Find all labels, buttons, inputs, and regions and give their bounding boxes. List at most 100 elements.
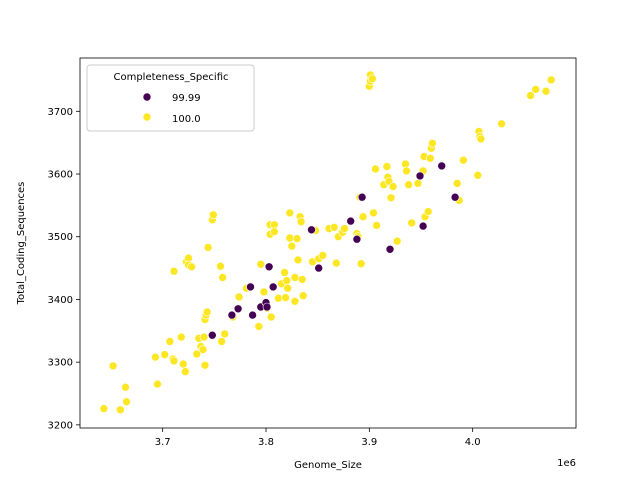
point-100-0 xyxy=(266,312,276,322)
point-100-0 xyxy=(497,119,506,129)
point-99-99 xyxy=(246,282,255,292)
x-offset-label: 1e6 xyxy=(557,458,576,469)
point-100-0 xyxy=(388,182,398,191)
point-100-0 xyxy=(198,345,208,354)
y-tick-label: 3200 xyxy=(48,420,73,431)
point-99-99 xyxy=(450,192,460,202)
point-100-0 xyxy=(413,179,423,188)
point-100-0 xyxy=(274,293,283,303)
legend-label-100-0: 100.0 xyxy=(172,114,201,125)
point-100-0 xyxy=(371,164,380,174)
point-99-99 xyxy=(352,234,362,244)
point-99-99 xyxy=(233,304,243,314)
y-tick-label: 3300 xyxy=(48,358,73,369)
point-100-0 xyxy=(293,255,303,265)
point-100-0 xyxy=(372,221,381,230)
point-100-0 xyxy=(331,258,341,268)
point-100-0 xyxy=(404,180,413,189)
point-100-0 xyxy=(259,287,269,297)
point-100-0 xyxy=(296,217,306,226)
point-100-0 xyxy=(122,397,131,407)
point-100-0 xyxy=(192,349,202,359)
legend-label-99-99: 99.99 xyxy=(172,93,201,104)
point-99-99 xyxy=(227,310,237,320)
point-100-0 xyxy=(121,382,130,392)
point-100-0 xyxy=(202,307,212,317)
point-100-0 xyxy=(340,224,349,233)
point-99-99 xyxy=(437,161,447,171)
point-100-0 xyxy=(392,236,402,246)
point-99-99 xyxy=(418,221,428,231)
point-100-0 xyxy=(169,356,179,366)
x-axis-label: Genome_Size xyxy=(294,460,362,471)
point-100-0 xyxy=(151,352,160,362)
point-100-0 xyxy=(368,74,377,83)
y-tick-label: 3500 xyxy=(48,232,73,243)
y-tick-label: 3700 xyxy=(48,107,73,118)
point-100-0 xyxy=(459,155,468,165)
point-100-0 xyxy=(187,262,196,272)
point-100-0 xyxy=(199,332,209,342)
x-tick-label: 3.8 xyxy=(258,437,274,448)
point-100-0 xyxy=(160,350,169,359)
legend-marker-100-0 xyxy=(142,112,152,122)
points-layer xyxy=(99,70,556,415)
point-100-0 xyxy=(254,322,264,331)
point-100-0 xyxy=(169,266,179,276)
point-100-0 xyxy=(280,268,289,277)
point-99-99 xyxy=(314,263,324,273)
point-100-0 xyxy=(256,259,266,269)
point-100-0 xyxy=(292,234,302,243)
point-100-0 xyxy=(329,223,339,232)
point-100-0 xyxy=(153,379,162,389)
point-100-0 xyxy=(200,360,210,370)
point-100-0 xyxy=(116,405,125,415)
point-100-0 xyxy=(290,273,300,282)
y-tick-label: 3600 xyxy=(48,170,73,181)
point-100-0 xyxy=(526,91,535,100)
point-100-0 xyxy=(425,154,435,163)
point-99-99 xyxy=(346,216,356,226)
point-100-0 xyxy=(281,293,290,302)
point-100-0 xyxy=(179,359,188,369)
point-99-99 xyxy=(357,192,367,202)
point-100-0 xyxy=(99,404,109,413)
point-100-0 xyxy=(428,139,437,148)
y-tick-label: 3400 xyxy=(48,295,73,306)
point-99-99 xyxy=(208,330,217,340)
point-100-0 xyxy=(181,367,190,376)
point-100-0 xyxy=(209,210,218,220)
point-100-0 xyxy=(531,85,541,94)
point-99-99 xyxy=(385,245,395,254)
point-99-99 xyxy=(307,225,316,235)
point-100-0 xyxy=(216,261,225,271)
x-tick-label: 3.7 xyxy=(155,437,171,448)
point-100-0 xyxy=(402,166,411,176)
point-100-0 xyxy=(285,233,295,243)
point-100-0 xyxy=(285,208,295,218)
y-axis-label: Total_Coding_Sequences xyxy=(16,182,27,306)
point-100-0 xyxy=(298,291,308,301)
point-100-0 xyxy=(165,337,175,346)
point-100-0 xyxy=(283,283,293,293)
point-100-0 xyxy=(287,241,297,251)
point-100-0 xyxy=(382,162,392,171)
point-100-0 xyxy=(269,227,279,236)
point-100-0 xyxy=(356,259,366,269)
point-100-0 xyxy=(220,329,229,339)
point-100-0 xyxy=(423,207,433,216)
point-100-0 xyxy=(177,332,186,342)
x-tick-label: 3.9 xyxy=(361,437,377,448)
point-100-0 xyxy=(282,276,292,285)
point-100-0 xyxy=(473,171,483,180)
legend-marker-99-99 xyxy=(142,92,152,102)
x-axis: 3.7 3.8 3.9 4.0 xyxy=(155,428,481,448)
point-100-0 xyxy=(297,275,307,284)
point-100-0 xyxy=(290,296,300,306)
point-99-99 xyxy=(248,310,257,320)
y-axis: 3200 3300 3400 3500 3600 3700 xyxy=(48,107,80,431)
point-100-0 xyxy=(452,179,462,188)
plot-frame xyxy=(79,57,577,429)
point-100-0 xyxy=(369,208,378,218)
point-100-0 xyxy=(386,193,396,203)
